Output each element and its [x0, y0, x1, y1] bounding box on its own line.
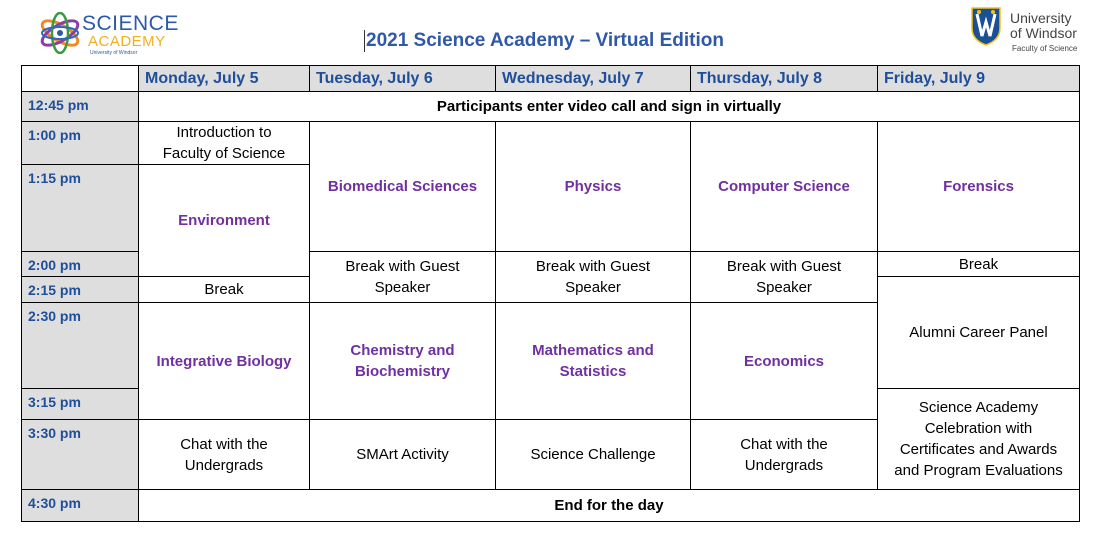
corner-cell — [22, 66, 138, 91]
time-cell: 4:30 pm — [22, 490, 138, 521]
activity-cell: Science Challenge — [496, 420, 690, 489]
subject-cell: Integrative Biology — [139, 303, 309, 419]
time-cell: 3:15 pm — [22, 389, 138, 419]
subject-cell: Environment — [139, 165, 309, 276]
science-academy-logo: SCIENCE ACADEMY University of Windsor — [38, 10, 178, 56]
logo-text: SCIENCE — [82, 12, 179, 35]
logo-text: ACADEMY — [88, 33, 166, 50]
logo-text: of Windsor — [1010, 25, 1077, 41]
time-cell: 12:45 pm — [22, 92, 138, 121]
sign-in-row: Participants enter video call and sign i… — [139, 92, 1079, 121]
activity-cell: Chat with the Undergrads — [139, 420, 309, 489]
celebration-cell: Science Academy Celebration with Certifi… — [878, 389, 1079, 489]
break-cell: Break with Guest Speaker — [691, 252, 877, 302]
schedule-table: Monday, July 5 Tuesday, July 6 Wednesday… — [21, 65, 1080, 522]
shield-icon — [971, 7, 1001, 46]
break-cell: Break — [139, 277, 309, 302]
atom-icon — [40, 12, 80, 54]
subject-cell: Biomedical Sciences — [310, 122, 495, 251]
day-header: Monday, July 5 — [139, 66, 309, 91]
logo-text: Faculty of Science — [1012, 44, 1078, 53]
subject-cell: Physics — [496, 122, 690, 251]
time-cell: 2:15 pm — [22, 277, 138, 302]
panel-cell: Alumni Career Panel — [878, 277, 1079, 388]
day-header: Thursday, July 8 — [691, 66, 877, 91]
activity-cell: Chat with the Undergrads — [691, 420, 877, 489]
subject-cell: Forensics — [878, 122, 1079, 251]
end-row: End for the day — [139, 490, 1079, 521]
day-header: Wednesday, July 7 — [496, 66, 690, 91]
time-cell: 2:00 pm — [22, 252, 138, 276]
subject-cell: Chemistry and Biochemistry — [310, 303, 495, 419]
time-cell: 1:00 pm — [22, 122, 138, 164]
logo-text: University — [1010, 10, 1072, 26]
break-cell: Break — [878, 252, 1079, 276]
activity-cell: SMArt Activity — [310, 420, 495, 489]
logo-text: University of Windsor — [90, 50, 138, 56]
session-cell: Introduction to Faculty of Science — [139, 122, 309, 164]
subject-cell: Economics — [691, 303, 877, 419]
time-cell: 1:15 pm — [22, 165, 138, 251]
break-cell: Break with Guest Speaker — [496, 252, 690, 302]
page-title: 2021 Science Academy – Virtual Edition — [364, 30, 724, 52]
day-header: Tuesday, July 6 — [310, 66, 495, 91]
time-cell: 2:30 pm — [22, 303, 138, 388]
subject-cell: Mathematics and Statistics — [496, 303, 690, 419]
university-of-windsor-logo: University of Windsor Faculty of Science — [970, 6, 1090, 56]
day-header: Friday, July 9 — [878, 66, 1079, 91]
time-cell: 3:30 pm — [22, 420, 138, 489]
break-cell: Break with Guest Speaker — [310, 252, 495, 302]
subject-cell: Computer Science — [691, 122, 877, 251]
